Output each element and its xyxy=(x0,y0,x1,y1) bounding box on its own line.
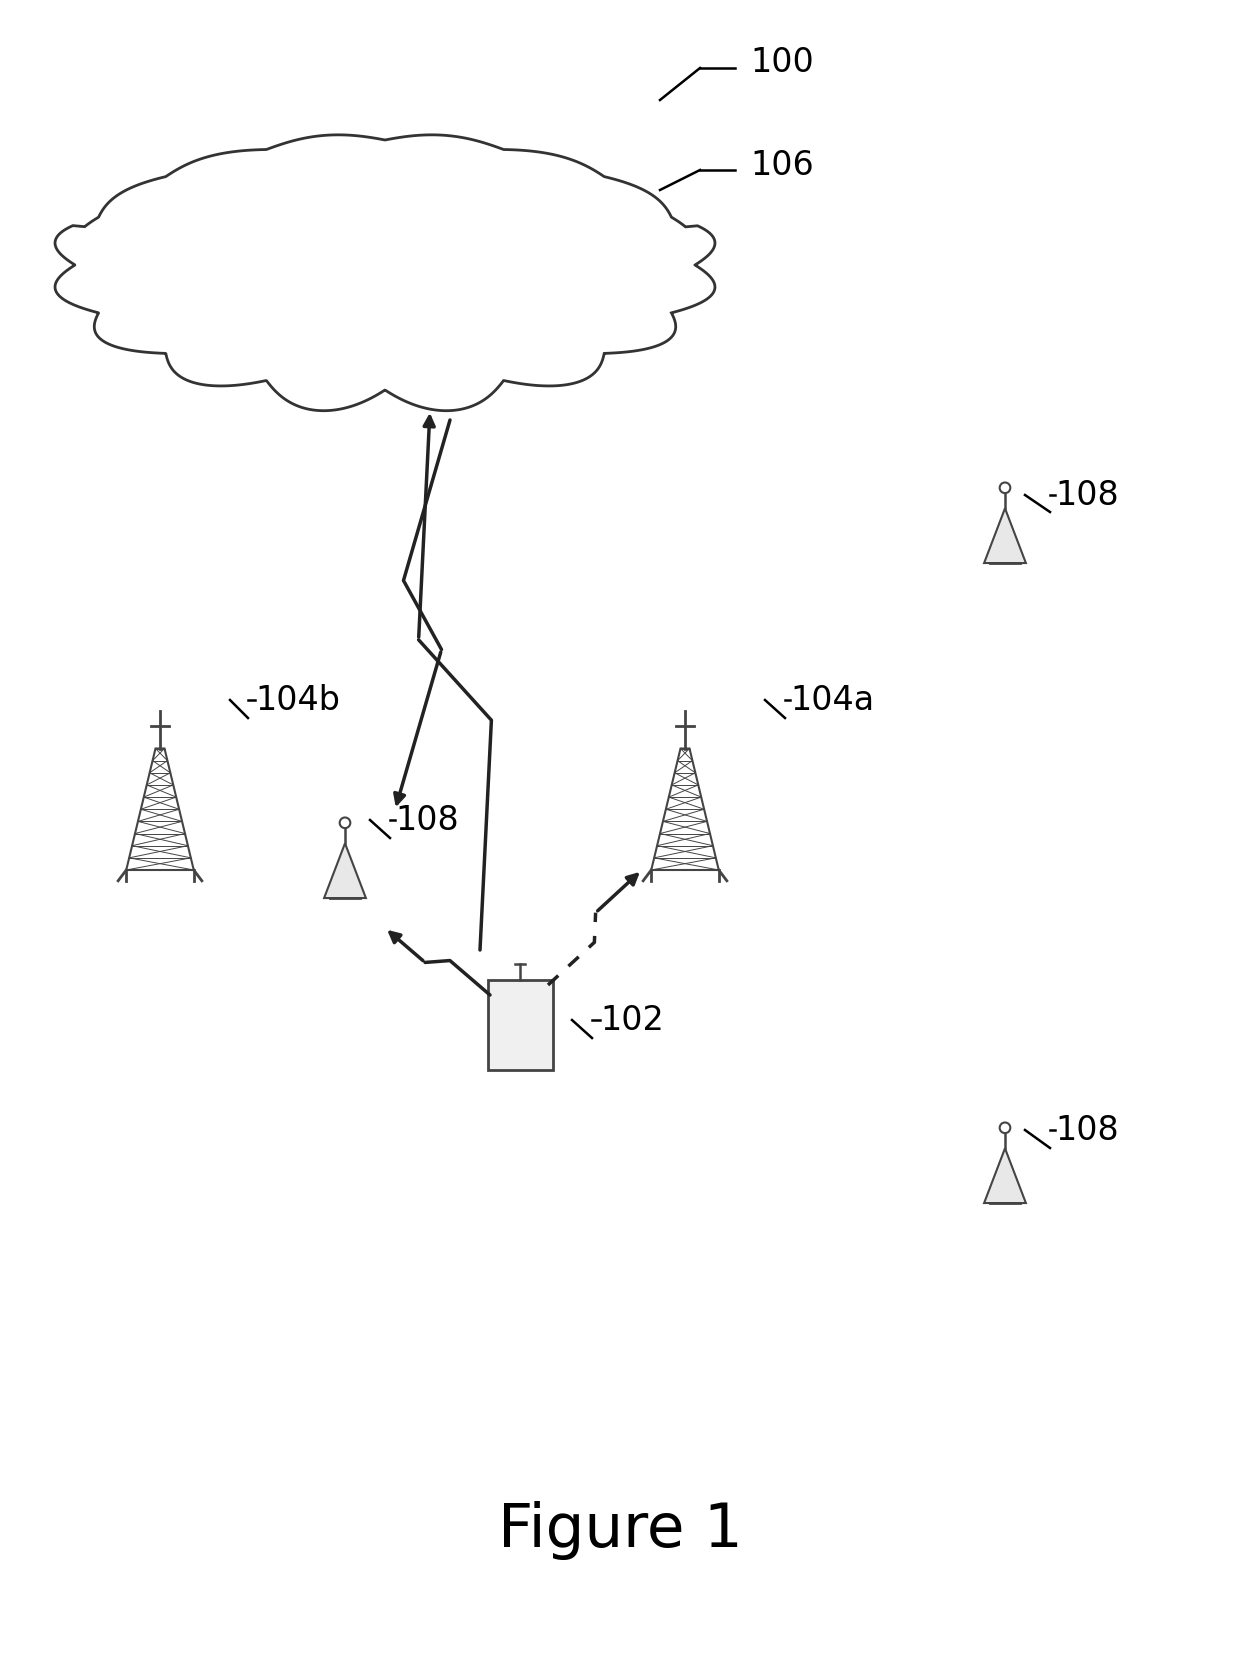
Text: 106: 106 xyxy=(750,149,813,181)
Text: 100: 100 xyxy=(750,45,813,79)
Polygon shape xyxy=(126,748,193,870)
Text: Figure 1: Figure 1 xyxy=(497,1501,743,1559)
Text: 102: 102 xyxy=(600,1004,663,1037)
Polygon shape xyxy=(55,136,715,410)
Text: 104b: 104b xyxy=(255,684,340,716)
Text: 108: 108 xyxy=(396,803,459,836)
Text: 104a: 104a xyxy=(790,684,874,716)
Bar xyxy=(487,980,553,1071)
Circle shape xyxy=(999,1123,1011,1133)
Polygon shape xyxy=(985,1148,1025,1203)
Polygon shape xyxy=(985,509,1025,564)
Circle shape xyxy=(999,482,1011,494)
Circle shape xyxy=(340,818,351,828)
Polygon shape xyxy=(324,843,366,898)
Polygon shape xyxy=(651,748,719,870)
Text: 108: 108 xyxy=(1055,478,1118,512)
Text: 108: 108 xyxy=(1055,1114,1118,1146)
